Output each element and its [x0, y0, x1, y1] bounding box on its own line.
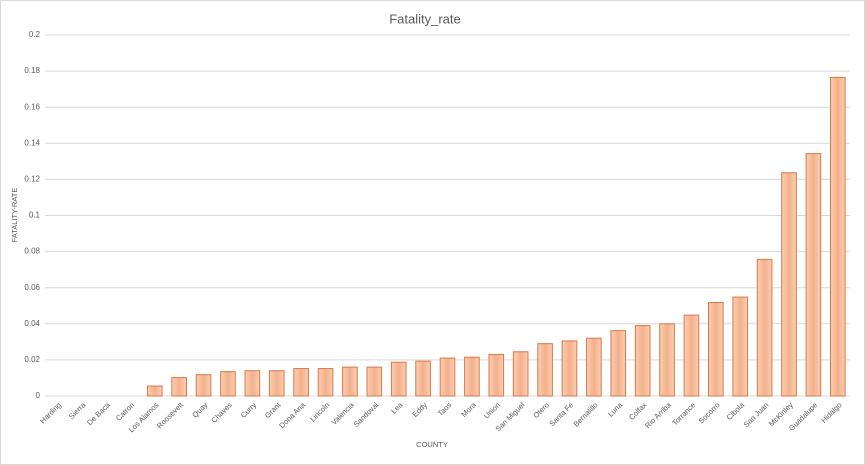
- y-tick-label: 0.04: [24, 319, 40, 328]
- bar: [537, 343, 553, 397]
- bar: [610, 330, 627, 397]
- bar: [586, 337, 602, 397]
- bar: [317, 368, 334, 397]
- bar: [659, 323, 675, 397]
- bar: [732, 296, 749, 397]
- bar: [805, 153, 822, 397]
- y-tick-label: 0.06: [24, 283, 40, 292]
- bar: [829, 76, 846, 397]
- bar: [268, 370, 285, 397]
- y-tick-label: 0.16: [24, 102, 40, 111]
- bar: [439, 357, 456, 397]
- y-tick-label: 0.18: [24, 66, 40, 75]
- bar: [512, 351, 529, 397]
- chart-title: Fatality_rate: [389, 11, 461, 26]
- y-tick-label: 0.14: [24, 138, 40, 147]
- bar: [561, 340, 578, 397]
- bar: [488, 353, 505, 397]
- y-tick-label: 0.12: [24, 175, 40, 184]
- bar: [756, 258, 773, 397]
- y-tick-label: 0.2: [29, 30, 41, 39]
- bar: [293, 368, 309, 397]
- y-axis-title: FATALITY-RATE: [10, 188, 19, 243]
- bar: [146, 385, 163, 397]
- bar: [171, 377, 187, 397]
- bar: [366, 366, 383, 397]
- bar: [195, 374, 212, 397]
- y-tick-label: 0.08: [24, 247, 40, 256]
- bar: [244, 370, 261, 397]
- bar: [415, 360, 431, 397]
- bar: [781, 172, 797, 397]
- bar: [220, 371, 236, 397]
- bar: [634, 325, 651, 397]
- bar: [390, 361, 407, 397]
- bar: [464, 356, 480, 397]
- y-tick-label: 0.1: [29, 211, 41, 220]
- bar: [342, 366, 358, 397]
- bar: [708, 302, 724, 397]
- x-axis-title: COUNTY: [416, 440, 448, 449]
- y-tick-label: 0: [36, 391, 41, 400]
- bar: [683, 314, 700, 397]
- y-tick-label: 0.02: [24, 355, 40, 364]
